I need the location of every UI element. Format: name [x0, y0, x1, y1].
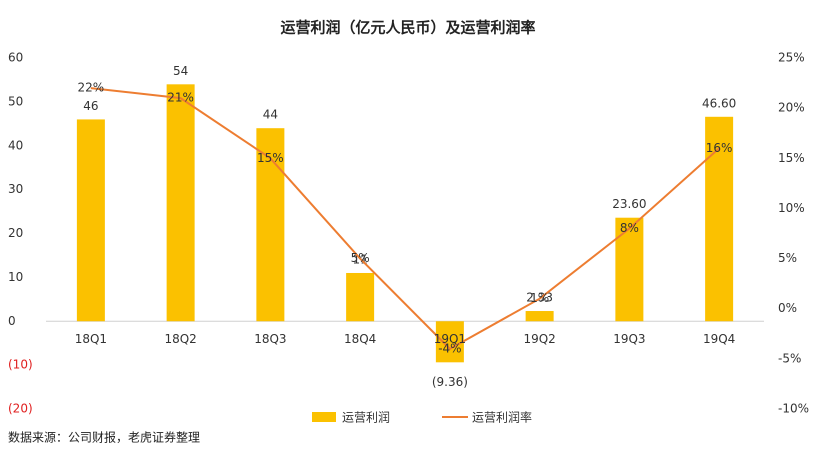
y-tick-label: 50 [8, 94, 23, 108]
bar [166, 84, 195, 322]
bar-value-label: 46 [83, 99, 98, 113]
legend-label: 运营利润率 [472, 410, 532, 425]
x-tick-label: 19Q3 [613, 332, 645, 346]
y-tick-label: 40 [8, 138, 23, 152]
y2-tick-label: 10% [778, 201, 805, 215]
x-tick-label: 18Q3 [254, 332, 286, 346]
y2-tick-label: 15% [778, 151, 805, 165]
y2-tick-label: 0% [778, 301, 797, 315]
line-value-label: -4% [438, 341, 461, 355]
bar-value-label: 44 [263, 108, 278, 122]
bar [76, 119, 105, 322]
line-value-label: 16% [706, 141, 733, 155]
y2-tick-label: 25% [778, 51, 805, 65]
y-tick-label: 10 [8, 270, 23, 284]
line-value-label: 8% [620, 221, 639, 235]
y-tick-label: 0 [8, 314, 16, 328]
line-value-label: 22% [78, 81, 105, 95]
x-tick-label: 18Q4 [344, 332, 376, 346]
x-tick-label: 18Q1 [75, 332, 107, 346]
line-value-label: 15% [257, 151, 284, 165]
line-value-label: 21% [167, 91, 194, 105]
y-tick-label: (20) [8, 402, 33, 416]
y2-tick-label: -5% [778, 351, 801, 365]
bar [705, 116, 734, 322]
chart-title: 运营利润（亿元人民币）及运营利润率 [280, 19, 535, 37]
line-value-label: 1% [530, 291, 549, 305]
bar [256, 128, 285, 322]
bar [346, 272, 375, 322]
legend-swatch [312, 412, 336, 422]
legend-label: 运营利润 [342, 411, 390, 425]
y2-tick-label: 5% [778, 251, 797, 265]
x-tick-label: 18Q2 [164, 332, 196, 346]
x-tick-label: 19Q1 [434, 332, 466, 346]
bar [435, 321, 464, 363]
line [90, 87, 720, 351]
bar-value-label: 23.60 [612, 197, 646, 211]
bar-value-label: 46.60 [702, 96, 736, 110]
y-tick-label: (10) [8, 358, 33, 372]
y-tick-label: 60 [8, 51, 23, 65]
bar-value-label: (9.36) [432, 375, 468, 389]
bar-value-label: 54 [173, 64, 188, 78]
y-tick-label: 20 [8, 226, 23, 240]
y2-tick-label: 20% [778, 101, 805, 115]
y2-tick-label: -10% [778, 402, 809, 416]
y-tick-label: 30 [8, 182, 23, 196]
x-tick-label: 19Q4 [703, 332, 735, 346]
x-tick-label: 19Q2 [523, 332, 555, 346]
line-value-label: 5% [351, 251, 370, 265]
bar [525, 311, 554, 322]
source-note: 数据来源：公司财报，老虎证券整理 [8, 430, 200, 445]
